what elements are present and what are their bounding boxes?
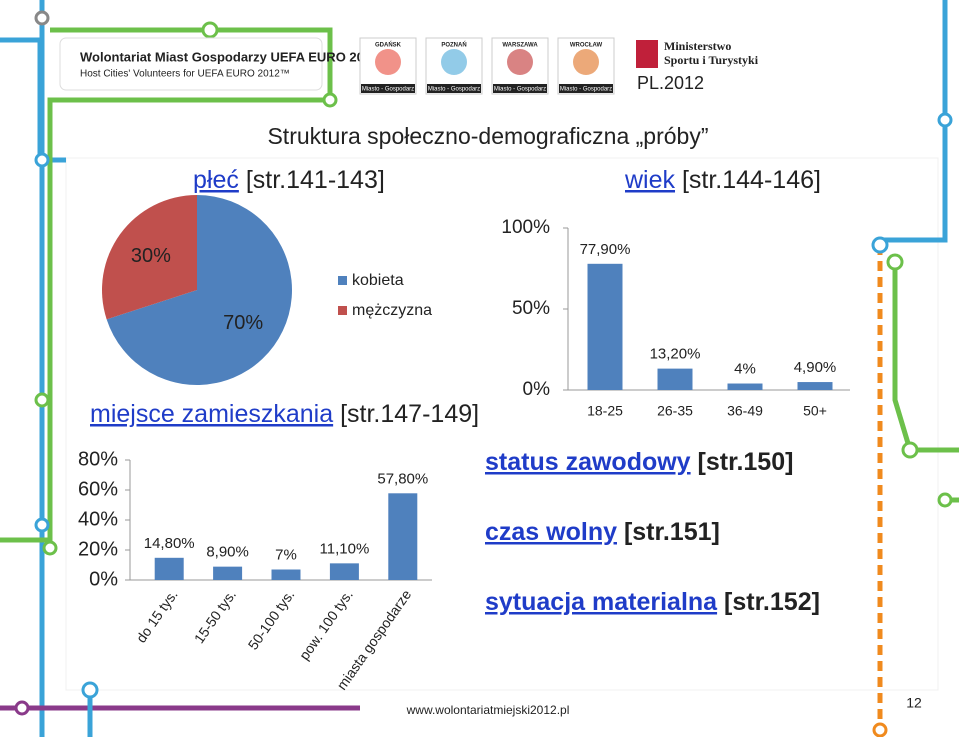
section-ref: [str.147-149]	[340, 400, 479, 428]
bar	[587, 263, 623, 390]
x-tick-label: 50+	[803, 403, 827, 419]
pie-label: 30%	[131, 245, 171, 267]
city-tag: Miasto - Gospodarz	[560, 87, 612, 93]
footer-url: www.wolontariatmiejski2012.pl	[406, 703, 570, 717]
ministry-line: Ministerstwo	[664, 39, 731, 53]
header-subtitle: Host Cities' Volunteers for UEFA EURO 20…	[80, 69, 290, 80]
city-emblem	[375, 49, 401, 75]
section-link[interactable]: miejsce zamieszkania	[90, 400, 333, 428]
bar	[213, 566, 243, 580]
bar	[154, 557, 184, 580]
value-label: 11,10%	[320, 540, 370, 557]
section-ref: [str.144-146]	[682, 166, 821, 194]
section-head: miejsce zamieszkania [str.147-149]	[90, 400, 479, 428]
city-tag-bg	[427, 84, 481, 93]
link[interactable]: status zawodowy	[485, 448, 691, 476]
pie-slice	[106, 195, 292, 385]
header-title: Wolontariat Miast Gospodarzy UEFA EURO 2…	[80, 49, 391, 64]
y-tick-label: 20%	[78, 538, 118, 560]
city-name: WARSZAWA	[502, 43, 538, 49]
brand: PL.2012	[637, 73, 704, 93]
section-link[interactable]: płeć	[193, 166, 239, 194]
city-tag: Miasto - Gospodarz	[428, 87, 480, 93]
section-head: wiek [str.144-146]	[624, 166, 821, 194]
link-ref: [str.152]	[724, 588, 820, 616]
bar	[388, 493, 418, 580]
ministry-line: Sportu i Turystyki	[664, 53, 759, 67]
value-label: 14,80%	[144, 535, 195, 552]
city-name: GDAŃSK	[375, 41, 402, 49]
value-label: 77,90%	[580, 241, 631, 258]
legend-label: kobieta	[352, 272, 404, 289]
link-row: czas wolny [str.151]	[485, 518, 720, 546]
city-tag: Miasto - Gospodarz	[494, 87, 546, 93]
slide-title: Struktura społeczno-demograficzna „próby…	[267, 123, 708, 149]
city-emblem	[573, 49, 599, 75]
city-tag-bg	[493, 84, 547, 93]
section-ref: [str.141-143]	[246, 166, 385, 194]
city-tag-bg	[361, 84, 415, 93]
link-ref: [str.151]	[624, 518, 720, 546]
link-row: status zawodowy [str.150]	[485, 448, 793, 476]
value-label: 13,20%	[650, 346, 701, 363]
city-name: POZNAŃ	[441, 41, 466, 49]
link-row: sytuacja materialna [str.152]	[485, 588, 820, 616]
y-tick-label: 50%	[512, 298, 550, 319]
bar	[727, 383, 763, 390]
legend-swatch	[338, 276, 347, 285]
page-number: 12	[906, 695, 922, 711]
legend-swatch	[338, 306, 347, 315]
ministry-emblem	[636, 40, 658, 68]
city-tag: Miasto - Gospodarz	[362, 87, 414, 93]
city-logos: GDAŃSK Miasto - Gospodarz POZNAŃ Miasto - G…	[359, 37, 615, 95]
bar	[271, 569, 301, 580]
y-tick-label: 40%	[78, 508, 118, 530]
value-label: 57,80%	[377, 470, 428, 487]
legend-label: mężczyzna	[352, 302, 432, 319]
y-tick-label: 100%	[501, 217, 550, 238]
value-label: 8,90%	[206, 544, 249, 561]
value-label: 4%	[734, 360, 756, 377]
y-tick-label: 0%	[89, 568, 118, 590]
value-label: 7%	[275, 546, 297, 563]
pie-slice	[101, 195, 197, 320]
section-link[interactable]: wiek	[624, 166, 676, 194]
x-tick-label: 36-49	[727, 403, 763, 419]
city-name: WROCŁAW	[570, 43, 603, 49]
city-emblem	[507, 49, 533, 75]
metro-stations	[14, 10, 953, 737]
bar	[797, 382, 833, 390]
link[interactable]: sytuacja materialna	[485, 588, 718, 616]
link[interactable]: czas wolny	[485, 518, 617, 546]
bar	[657, 368, 693, 390]
header-box	[59, 37, 323, 91]
bar	[329, 563, 359, 580]
x-tick-label: 18-25	[587, 403, 623, 419]
value-label: 4,90%	[794, 359, 837, 376]
x-tick-label: 26-35	[657, 403, 693, 419]
y-tick-label: 0%	[523, 379, 551, 400]
section-head: płeć [str.141-143]	[193, 166, 385, 194]
pie-label: 70%	[223, 312, 263, 334]
y-tick-label: 60%	[78, 478, 118, 500]
city-tag-bg	[559, 84, 613, 93]
link-ref: [str.150]	[698, 448, 794, 476]
y-tick-label: 80%	[78, 448, 118, 470]
city-emblem	[441, 49, 467, 75]
